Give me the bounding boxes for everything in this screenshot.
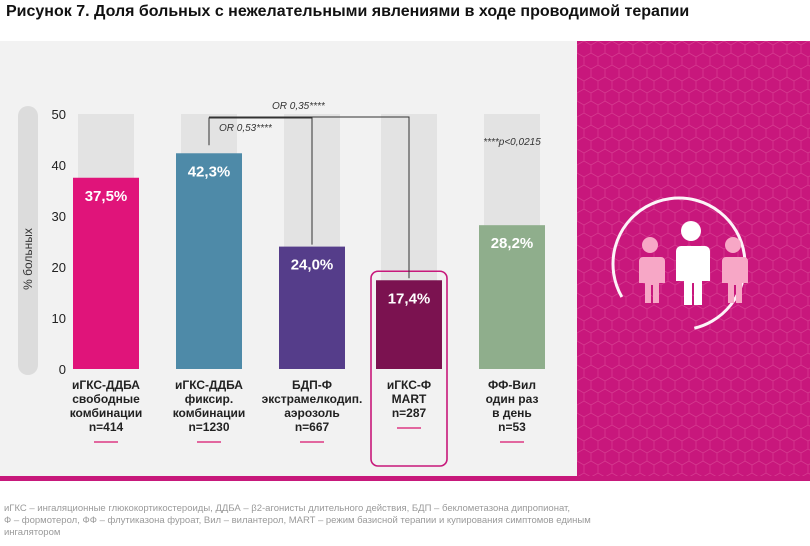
- category-label: экстрамелкодип.: [262, 392, 363, 406]
- category-underline: [197, 441, 221, 443]
- significance-bracket: [208, 117, 313, 245]
- bar-value-label: 17,4%: [388, 290, 431, 307]
- category-label: MART: [392, 392, 427, 406]
- illustration-panel: [577, 41, 810, 481]
- bar-value-label: 24,0%: [291, 257, 334, 274]
- category-label: комбинации: [173, 406, 246, 420]
- category-label: комбинации: [70, 406, 143, 420]
- footnote-line: Ф – формотерол, ФФ – флутиказона фуроат,…: [4, 515, 591, 526]
- category-underline: [397, 427, 421, 429]
- bar: [73, 177, 139, 369]
- category-label: n=414: [89, 420, 124, 434]
- category-label: иГКС-Ф: [387, 378, 431, 392]
- category-label: аэрозоль: [284, 406, 340, 420]
- y-axis-track: [18, 106, 38, 375]
- category-label: свободные: [72, 392, 140, 406]
- bar-value-label: 42,3%: [188, 163, 231, 180]
- category-label: n=1230: [188, 420, 229, 434]
- y-tick-label: 40: [52, 158, 66, 173]
- figure-title: Рисунок 7. Доля больных с нежелательными…: [6, 3, 690, 20]
- y-tick-label: 10: [52, 311, 66, 326]
- category-label: БДП-Ф: [292, 378, 332, 392]
- bar-value-label: 37,5%: [85, 188, 128, 205]
- p-value-annotation: ****p<0,0215: [483, 137, 541, 148]
- bar: [176, 153, 242, 369]
- category-label: n=287: [392, 406, 427, 420]
- or-annotation: OR 0,53****: [219, 123, 273, 134]
- category-label: ФФ-Вил: [488, 378, 536, 392]
- bar-value-label: 28,2%: [491, 235, 534, 252]
- category-label: в день: [492, 406, 532, 420]
- category-label: иГКС-ДДБА: [175, 378, 243, 392]
- bar: [479, 225, 545, 369]
- category-label: n=53: [498, 420, 526, 434]
- footnote-line: ингалятором: [4, 527, 61, 538]
- footnote: иГКС – ингаляционные глюкокортикостероид…: [4, 503, 704, 539]
- or-annotation: OR 0,35****: [272, 101, 326, 112]
- people-group-icon: [577, 41, 810, 481]
- bar: [376, 280, 442, 369]
- y-axis-label: % больных: [21, 228, 35, 290]
- y-tick-label: 50: [52, 107, 66, 122]
- y-tick-label: 30: [52, 209, 66, 224]
- y-tick-label: 0: [59, 362, 66, 377]
- category-label: фиксир.: [185, 392, 233, 406]
- category-label: n=667: [295, 420, 330, 434]
- significance-bracket: [209, 116, 410, 279]
- bar: [279, 246, 345, 369]
- category-label: иГКС-ДДБА: [72, 378, 140, 392]
- category-underline: [300, 441, 324, 443]
- bar-chart: 0 10 20 30 40 50 % больных 37,5% 42,3% 24,0% 17,4%…: [18, 101, 545, 467]
- footnote-line: иГКС – ингаляционные глюкокортикостероид…: [4, 503, 570, 514]
- category-underline: [500, 441, 524, 443]
- y-tick-label: 20: [52, 260, 66, 275]
- category-underline: [94, 441, 118, 443]
- accent-divider: [0, 476, 810, 481]
- category-label: один раз: [486, 392, 539, 406]
